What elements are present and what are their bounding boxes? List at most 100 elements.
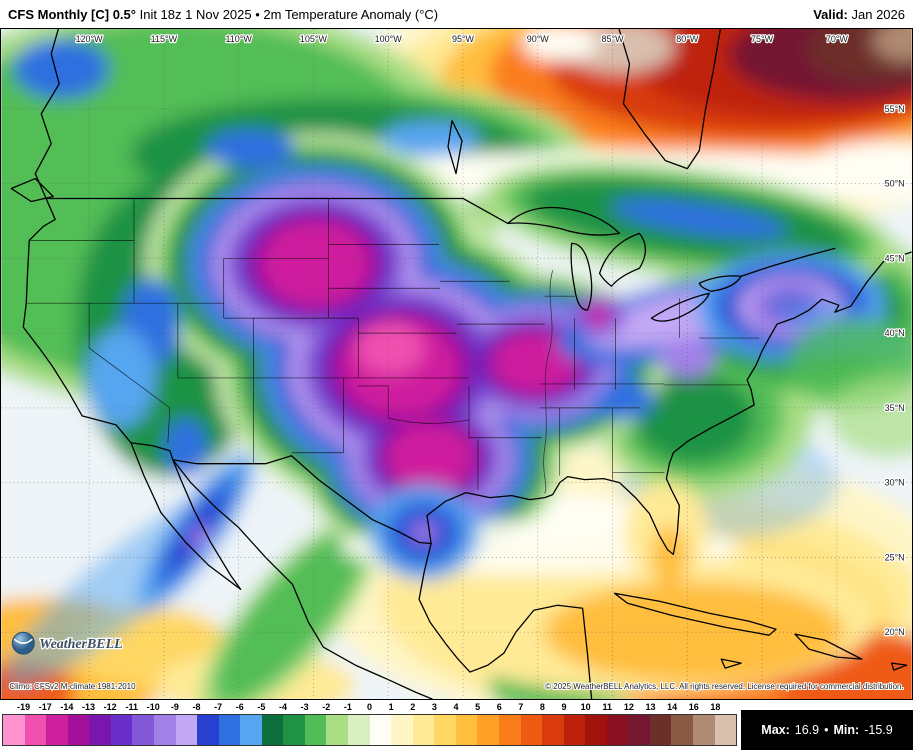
- lat-label: 30°N: [885, 478, 905, 488]
- colorbar-tick-label: -7: [214, 702, 223, 712]
- colorbar-cell: [283, 715, 305, 745]
- colorbar-cell: [132, 715, 154, 745]
- legend: -19 -17 -14 -13 -12 -11 -10 -9 -8 -7 -6 -5 -4 -3 -2 -1 0…: [0, 700, 913, 750]
- lon-label: 100°W: [375, 34, 403, 44]
- lat-label: 50°N: [885, 179, 905, 189]
- colorbar-cell: [240, 715, 262, 745]
- colorbar-tick-label: -13: [81, 702, 95, 712]
- colorbar-cell: [606, 715, 629, 745]
- lon-label: 95°W: [452, 34, 475, 44]
- lat-label: 55°N: [885, 104, 905, 114]
- colorbar-cell: [3, 715, 25, 745]
- colorbar-tick-label: -6: [235, 702, 244, 712]
- colorbar-tick-label: -11: [125, 702, 138, 712]
- lon-label: 110°W: [225, 34, 252, 44]
- colorbar-cell: [153, 715, 176, 745]
- colorbar-tick-label: -17: [38, 702, 52, 712]
- colorbar-tick-label: 1: [388, 702, 394, 712]
- colorbar-cell: [520, 715, 543, 745]
- lon-label: 120°W: [76, 34, 104, 44]
- model-name: CFS Monthly [C] 0.5°: [8, 6, 136, 22]
- header: CFS Monthly [C] 0.5° Init 18z 1 Nov 2025…: [0, 0, 913, 28]
- min-label: Min:: [833, 723, 860, 737]
- lat-label: 35°N: [885, 403, 905, 413]
- max-label: Max:: [761, 723, 790, 737]
- temperature-anomaly-map: 120°W 115°W 110°W 105°W 100°W 95°W 90°W 85°W 80°…: [1, 29, 912, 699]
- colorbar-cell: [628, 715, 650, 745]
- lat-label: 20°N: [885, 627, 905, 637]
- colorbar-tick-label: -3: [300, 702, 309, 712]
- colorbar-cell: [585, 715, 607, 745]
- colorbar-cell: [498, 715, 521, 745]
- copyright: © 2025 WeatherBELL Analytics, LLC. All r…: [545, 682, 903, 691]
- anomaly-field: [1, 29, 912, 699]
- globe-icon-band: [13, 638, 33, 644]
- colorbar-tick-label: -8: [192, 702, 201, 712]
- colorbar-cell: [218, 715, 241, 745]
- colorbar-tick-label: 5: [475, 702, 481, 712]
- colorbar-cell: [110, 715, 133, 745]
- colorbar-tick-label: -5: [257, 702, 266, 712]
- colorbar-cell: [693, 715, 715, 745]
- colorbar-tick-label: -12: [103, 702, 117, 712]
- colorbar-tick-label: 0: [366, 702, 373, 712]
- colorbar-tick-label: -14: [60, 702, 74, 712]
- weatherbell-logo: WeatherBELL: [11, 631, 124, 655]
- mississippi-river: [543, 270, 554, 494]
- title-detail: Init 18z 1 Nov 2025 • 2m Temperature Ano…: [135, 6, 439, 22]
- lat-label: 25°N: [885, 552, 905, 562]
- colorbar-cell: [714, 715, 737, 745]
- colorbar-cell: [175, 715, 198, 745]
- colorbar-tick-label: -10: [146, 702, 160, 712]
- colorbar-cell: [24, 715, 47, 745]
- colorbar-cell: [197, 715, 219, 745]
- logo-text: WeatherBELL: [39, 637, 122, 652]
- colorbar-tick-label: 10: [580, 702, 591, 712]
- colorbar-tick-label: 2: [410, 702, 416, 712]
- colorbar-cell: [391, 715, 413, 745]
- colorbar-tick-label: 7: [518, 702, 524, 712]
- colorbar-cell: [434, 715, 456, 745]
- colorbar-tick-label: -2: [322, 702, 331, 712]
- colorbar-cell: [304, 715, 327, 745]
- lon-label: 85°W: [602, 34, 625, 44]
- lon-label: 105°W: [300, 34, 328, 44]
- colorbar-cell: [46, 715, 68, 745]
- colorbar-cell: [326, 715, 348, 745]
- colorbar-strip: [2, 714, 737, 746]
- separator: •: [824, 723, 829, 737]
- colorbar-labels: -19 -17 -14 -13 -12 -11 -10 -9 -8 -7 -6 -5 -4 -3 -2 -1 0…: [2, 701, 737, 714]
- colorbar-cell: [542, 715, 564, 745]
- latitude-labels: 55°N 50°N 45°N 40°N 35°N 30°N 25°N 20°N: [883, 103, 906, 639]
- colorbar-cell: [369, 715, 392, 745]
- colorbar-cell: [412, 715, 435, 745]
- max-value: 16.9: [794, 723, 820, 737]
- colorbar: -19 -17 -14 -13 -12 -11 -10 -9 -8 -7 -6 -5 -4 -3 -2 -1 0…: [2, 701, 737, 746]
- colorbar-tick-label: 4: [453, 702, 459, 712]
- lat-label: 40°N: [885, 328, 905, 338]
- colorbar-tick-label: 8: [539, 702, 545, 712]
- colorbar-tick-label: -19: [17, 702, 31, 712]
- colorbar-cell: [348, 715, 370, 745]
- valid-time: Valid: Jan 2026: [813, 6, 905, 22]
- climo-note: Climo: CFSv2 M-climate 1981-2010: [9, 682, 136, 691]
- colorbar-tick-label: 6: [496, 702, 502, 712]
- lon-label: 70°W: [826, 34, 849, 44]
- map-area: 120°W 115°W 110°W 105°W 100°W 95°W 90°W 85°W 80°…: [0, 28, 913, 700]
- coastlines: [10, 29, 912, 699]
- colorbar-cell: [563, 715, 586, 745]
- page-title: CFS Monthly [C] 0.5° Init 18z 1 Nov 2025…: [8, 7, 438, 22]
- lon-label: 75°W: [751, 34, 774, 44]
- colorbar-cell: [477, 715, 499, 745]
- colorbar-cell: [649, 715, 672, 745]
- colorbar-tick-label: 14: [667, 702, 678, 712]
- colorbar-tick-label: 12: [623, 702, 634, 712]
- colorbar-cell: [67, 715, 90, 745]
- colorbar-cell: [455, 715, 478, 745]
- colorbar-tick-label: -9: [170, 702, 179, 712]
- latlon-grid: [1, 29, 912, 699]
- max-min-readout: Max: 16.9 • Min: -15.9: [741, 710, 913, 750]
- colorbar-tick-label: -4: [279, 702, 288, 712]
- lon-label: 90°W: [527, 34, 550, 44]
- colorbar-tick-label: 16: [688, 702, 699, 712]
